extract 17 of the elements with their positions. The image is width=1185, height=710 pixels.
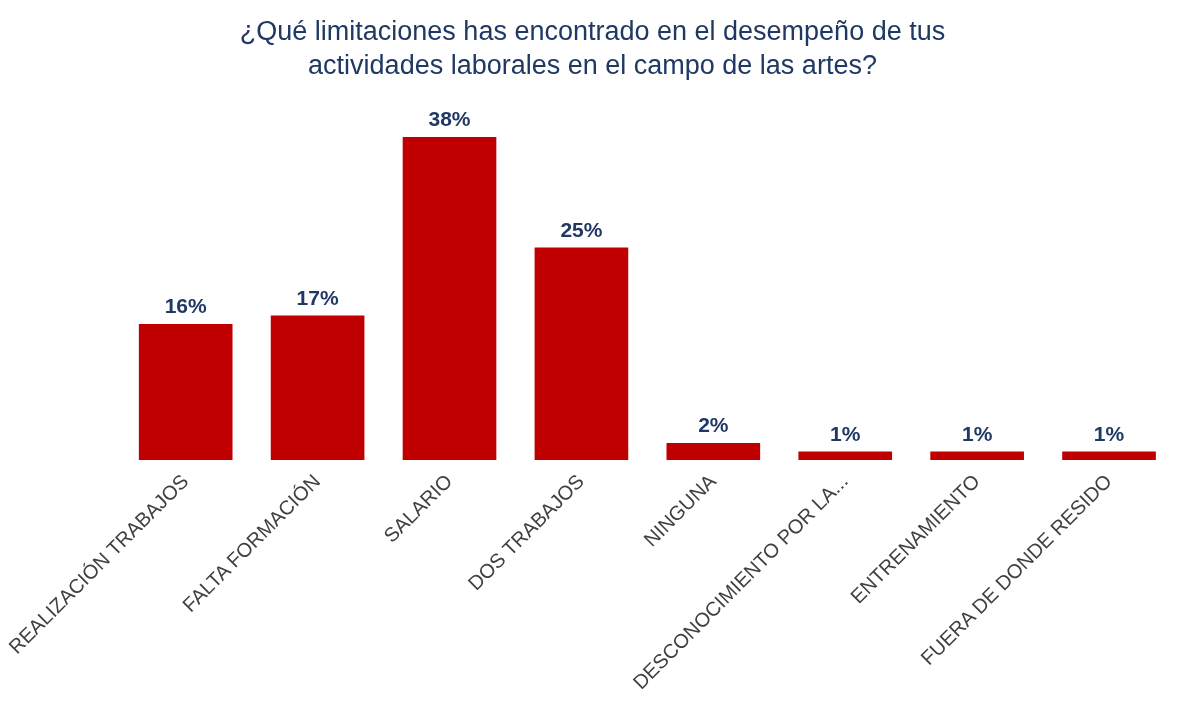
bar bbox=[666, 443, 761, 461]
data-label: 16% bbox=[164, 294, 208, 318]
data-label: 1% bbox=[830, 421, 861, 445]
data-label: 25% bbox=[560, 217, 603, 241]
chart-title: ¿Qué limitaciones has encontrado en el desempeño de tus actividades laborales en el campo de las artes? bbox=[238, 15, 947, 82]
data-label: 2% bbox=[698, 413, 729, 437]
bar bbox=[798, 451, 893, 461]
bar bbox=[402, 137, 497, 461]
data-label: 17% bbox=[296, 285, 339, 309]
bar bbox=[930, 451, 1024, 461]
data-label: 1% bbox=[1093, 421, 1125, 445]
bar bbox=[138, 324, 233, 461]
data-label: 38% bbox=[428, 107, 471, 131]
bar bbox=[270, 315, 365, 461]
bar bbox=[1062, 451, 1156, 461]
bar bbox=[534, 247, 629, 461]
data-label: 1% bbox=[961, 421, 993, 445]
